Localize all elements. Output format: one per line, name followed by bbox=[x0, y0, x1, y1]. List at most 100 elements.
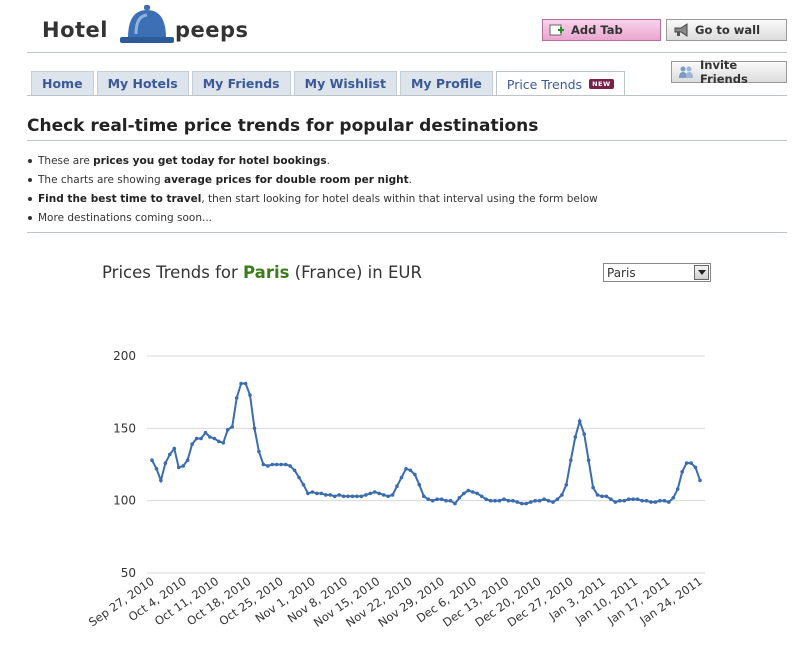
bell-icon bbox=[120, 5, 174, 43]
data-point bbox=[377, 491, 382, 496]
bullet-dot bbox=[28, 197, 32, 201]
info-bullets: These are prices you get today for hotel… bbox=[27, 154, 598, 230]
data-point bbox=[644, 498, 649, 503]
new-badge: NEW bbox=[589, 79, 614, 89]
data-point bbox=[479, 494, 484, 499]
data-point bbox=[185, 458, 190, 462]
data-point bbox=[315, 491, 319, 496]
data-point bbox=[190, 442, 194, 446]
list-item: Find the best time to travel, then start… bbox=[27, 192, 598, 211]
data-point bbox=[667, 500, 671, 504]
data-point bbox=[475, 491, 480, 496]
bullet-dot bbox=[28, 178, 32, 182]
y-tick-label: 100 bbox=[113, 494, 136, 508]
chart-title: Prices Trends for Paris (France) in EUR bbox=[102, 263, 422, 282]
data-point bbox=[154, 467, 159, 471]
data-point bbox=[390, 493, 395, 497]
data-point bbox=[399, 475, 404, 480]
chevron-down-icon[interactable] bbox=[694, 265, 709, 280]
page-title: Check real-time price trends for popular… bbox=[27, 116, 539, 136]
data-point bbox=[591, 485, 595, 490]
data-point bbox=[586, 458, 591, 462]
data-point bbox=[172, 446, 177, 451]
list-item: The charts are showing average prices fo… bbox=[27, 173, 598, 192]
tab-home[interactable]: Home bbox=[31, 71, 94, 95]
tab-label: My Hotels bbox=[107, 76, 178, 91]
data-point bbox=[283, 462, 288, 467]
data-point bbox=[533, 498, 537, 503]
tab-my-hotels[interactable]: My Hotels bbox=[96, 71, 189, 95]
data-point bbox=[671, 496, 676, 500]
data-point bbox=[635, 497, 640, 501]
data-point bbox=[239, 381, 243, 386]
data-point bbox=[319, 491, 324, 496]
data-point bbox=[573, 435, 578, 439]
data-point bbox=[658, 498, 662, 503]
invite-friends-button[interactable]: Invite Friends bbox=[671, 58, 787, 86]
data-point bbox=[176, 465, 181, 470]
y-tick-label: 200 bbox=[113, 349, 136, 363]
data-point bbox=[194, 436, 199, 441]
data-point bbox=[332, 494, 337, 499]
bullet-text: , then start looking for hotel deals wit… bbox=[201, 193, 598, 205]
data-point bbox=[346, 494, 350, 499]
data-point bbox=[306, 491, 310, 496]
tabs-baseline bbox=[27, 95, 787, 96]
data-point bbox=[266, 464, 270, 468]
data-point bbox=[604, 494, 609, 499]
data-point bbox=[613, 500, 618, 504]
data-point bbox=[684, 461, 689, 465]
chart-title-city: Paris bbox=[243, 263, 290, 282]
data-point bbox=[243, 381, 248, 386]
tab-my-profile[interactable]: My Profile bbox=[399, 71, 493, 95]
chart-title-suffix: (France) in EUR bbox=[289, 263, 422, 282]
data-point bbox=[595, 493, 600, 497]
data-point bbox=[506, 498, 511, 503]
bullet-dot bbox=[28, 159, 32, 163]
data-point bbox=[488, 498, 493, 503]
data-point bbox=[203, 430, 208, 435]
data-point bbox=[698, 478, 702, 483]
city-select[interactable]: Paris bbox=[603, 263, 711, 282]
data-point bbox=[453, 501, 457, 506]
data-point bbox=[430, 498, 435, 503]
series-line bbox=[151, 382, 701, 505]
data-point bbox=[270, 462, 275, 467]
data-point bbox=[600, 494, 604, 499]
data-point bbox=[364, 493, 368, 497]
title-divider bbox=[27, 140, 787, 141]
tab-label: Price Trends bbox=[506, 76, 583, 92]
tab-my-wishlist[interactable]: My Wishlist bbox=[293, 71, 397, 95]
y-tick-label: 50 bbox=[121, 566, 136, 580]
tab-my-friends[interactable]: My Friends bbox=[191, 71, 291, 95]
data-point bbox=[422, 494, 426, 499]
data-point bbox=[439, 497, 444, 501]
tab-price-trends[interactable]: Price Trends NEW bbox=[495, 71, 625, 96]
data-point bbox=[274, 462, 279, 467]
tab-label: My Friends bbox=[202, 76, 280, 91]
data-point bbox=[217, 439, 221, 444]
data-point bbox=[662, 498, 667, 503]
data-point bbox=[159, 478, 163, 483]
data-point bbox=[493, 498, 497, 503]
data-point bbox=[520, 501, 524, 506]
add-tab-button[interactable]: Add Tab bbox=[542, 19, 661, 41]
bullet-dot bbox=[28, 216, 32, 220]
data-point bbox=[626, 497, 631, 501]
hotel-peeps-logo[interactable]: Hotel peeps bbox=[42, 2, 248, 50]
data-point bbox=[457, 496, 462, 500]
data-point bbox=[350, 494, 355, 499]
data-point bbox=[199, 436, 203, 441]
data-point bbox=[689, 461, 693, 465]
data-point bbox=[310, 490, 315, 494]
go-to-wall-button[interactable]: Go to wall bbox=[666, 19, 787, 41]
chart-title-prefix: Prices Trends for bbox=[102, 263, 244, 282]
data-point bbox=[484, 497, 488, 501]
data-point bbox=[577, 419, 582, 423]
data-point bbox=[502, 497, 506, 501]
list-item: More destinations coming soon... bbox=[27, 211, 598, 230]
data-point bbox=[373, 490, 377, 494]
add-tab-icon bbox=[549, 23, 565, 37]
go-to-wall-label: Go to wall bbox=[695, 23, 761, 37]
data-point bbox=[693, 465, 698, 470]
